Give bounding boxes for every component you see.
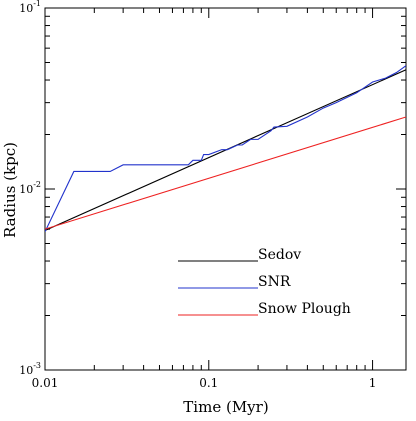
y-tick-labels: 10-3 10-2 10-1 [19, 0, 41, 377]
plot-frame [44, 7, 407, 371]
minor-ticks [45, 8, 406, 370]
snow-plough-line [45, 116, 406, 230]
snr-line [45, 65, 406, 233]
x-axis-label: Time (Myr) [183, 398, 268, 416]
x-tick-label: 0.1 [199, 376, 218, 390]
major-ticks [44, 7, 406, 371]
legend-label: Snow Plough [258, 301, 351, 317]
y-tick-label: 10-1 [19, 0, 41, 15]
legend-label: Sedov [258, 247, 301, 263]
x-tick-labels: 0.01 0.1 1 [32, 376, 377, 390]
y-tick-label: 10-3 [19, 361, 41, 377]
x-tick-label: 1 [369, 376, 377, 390]
legend-snr: SNR [178, 274, 291, 290]
y-axis-label: Radius (kpc) [1, 142, 19, 238]
legend-snow-plough: Snow Plough [178, 301, 351, 317]
x-tick-label: 0.01 [32, 376, 59, 390]
series-lines [45, 65, 406, 233]
legend: Sedov SNR Snow Plough [178, 247, 351, 317]
y-tick-label: 10-2 [19, 180, 41, 196]
legend-sedov: Sedov [178, 247, 301, 263]
legend-label: SNR [258, 274, 291, 290]
